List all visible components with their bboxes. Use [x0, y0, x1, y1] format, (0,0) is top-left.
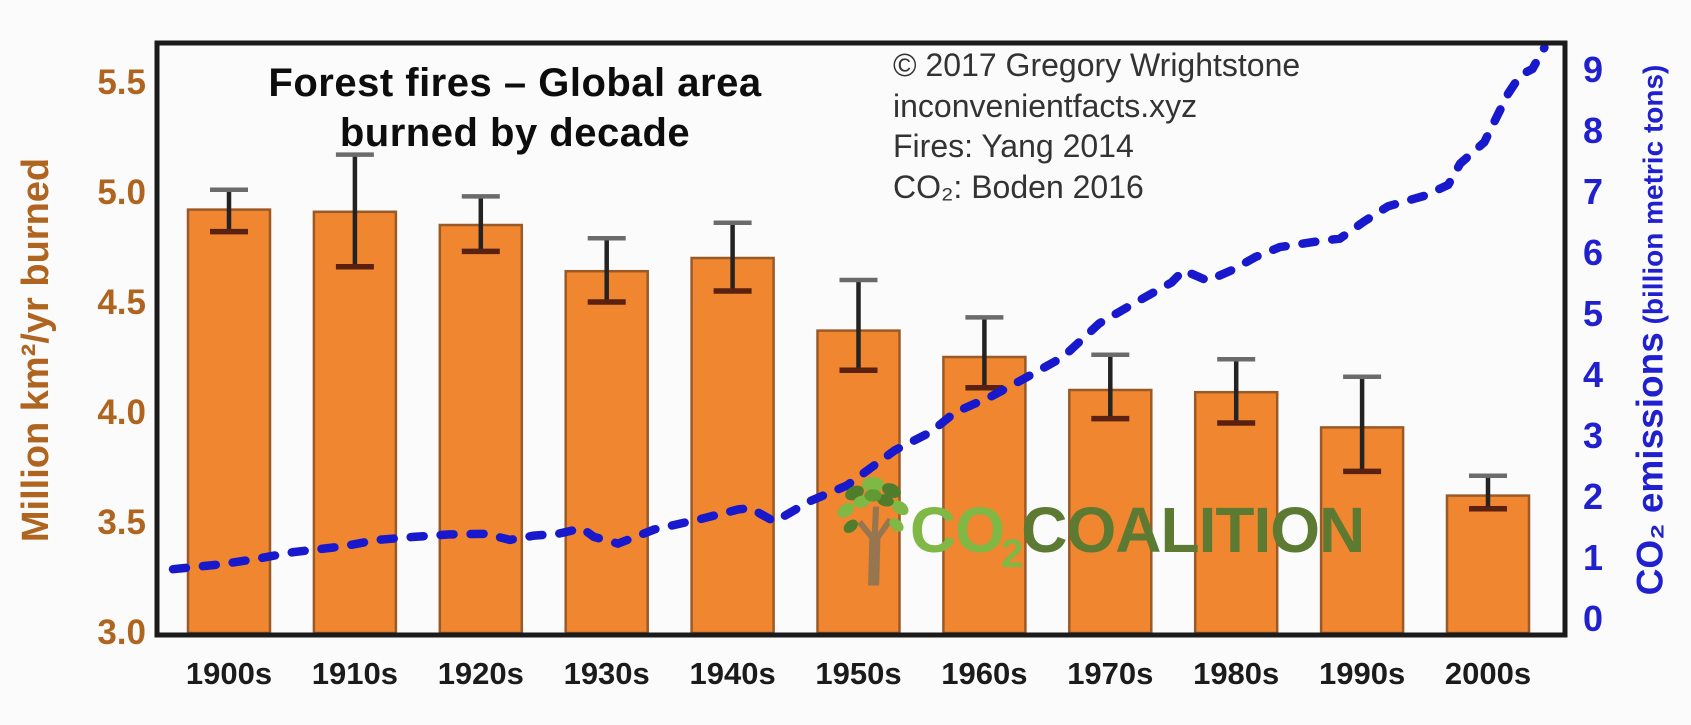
chart-title: Forest fires – Global area burned by dec…	[175, 58, 855, 158]
right-axis-tick-3: 3	[1583, 415, 1603, 456]
bar-1980s	[1193, 390, 1279, 635]
bar-2000s	[1445, 494, 1531, 635]
bar-1930s	[564, 269, 649, 635]
right-axis-tick-4: 4	[1583, 354, 1603, 395]
x-axis-label-1970s: 1970s	[1067, 656, 1153, 691]
logo-co: CO	[910, 494, 1005, 566]
right-axis-tick-2: 2	[1583, 476, 1603, 517]
right-axis-tick-1: 1	[1583, 537, 1603, 578]
bar-1940s	[690, 256, 775, 635]
x-axis-label-1900s: 1900s	[186, 656, 272, 691]
attribution-block: © 2017 Gregory Wrightstone inconvenientf…	[893, 45, 1300, 207]
co2-coalition-logo: CO2COALITION	[836, 468, 1365, 592]
x-axis-label-1960s: 1960s	[941, 656, 1027, 691]
left-axis-tick-4.0: 4.0	[97, 393, 146, 432]
x-axis-label-1990s: 1990s	[1319, 656, 1405, 691]
left-axis-tick-5.0: 5.0	[97, 173, 146, 212]
x-axis-label-1980s: 1980s	[1193, 656, 1279, 691]
right-axis-title-main: CO₂ emissions	[1629, 332, 1671, 596]
attribution-copyright: © 2017 Gregory Wrightstone	[893, 47, 1301, 83]
chart-title-line1: Forest fires – Global area	[268, 61, 762, 105]
x-axis-label-1910s: 1910s	[312, 656, 398, 691]
x-axis-label-1940s: 1940s	[689, 656, 775, 691]
left-axis-title: Million km²/yr burned	[15, 157, 57, 543]
right-axis-tick-9: 9	[1583, 49, 1603, 90]
bar-1910s	[312, 210, 398, 635]
bar-1970s	[1068, 388, 1153, 635]
logo-coalition: COALITION	[1021, 494, 1365, 566]
left-axis-tick-3.5: 3.5	[97, 503, 146, 542]
chart-title-line2: burned by decade	[339, 111, 691, 155]
right-axis-tick-5: 5	[1583, 293, 1603, 334]
right-axis-tick-8: 8	[1583, 110, 1603, 151]
bar-1960s	[942, 355, 1027, 635]
attribution-fires-source: Fires: Yang 2014	[893, 128, 1134, 164]
x-axis-label-1920s: 1920s	[438, 656, 524, 691]
right-axis-title: CO₂ emissions (billion metric tons)	[1630, 58, 1680, 603]
co2-emissions-line	[168, 43, 1549, 574]
right-axis-tick-7: 7	[1583, 171, 1603, 212]
x-axis-label-1950s: 1950s	[815, 656, 901, 691]
right-axis-tick-6: 6	[1583, 232, 1603, 273]
attribution-website: inconvenientfacts.xyz	[893, 87, 1198, 124]
left-axis-tick-3.0: 3.0	[97, 613, 146, 652]
x-axis-label-1930s: 1930s	[564, 656, 650, 691]
plot-border	[154, 40, 1568, 638]
left-axis-tick-4.5: 4.5	[97, 283, 146, 322]
tree-icon	[837, 476, 909, 586]
logo-subscript-2: 2	[1001, 532, 1023, 576]
left-axis-tick-5.5: 5.5	[97, 63, 146, 102]
logo-text: CO2COALITION	[910, 498, 1365, 574]
bar-1920s	[438, 223, 524, 635]
right-axis-tick-0: 0	[1583, 598, 1603, 639]
x-axis-label-2000s: 2000s	[1445, 656, 1531, 691]
attribution-co2-source: CO₂: Boden 2016	[893, 168, 1144, 205]
right-axis-title-sub: (billion metric tons)	[1637, 64, 1669, 333]
